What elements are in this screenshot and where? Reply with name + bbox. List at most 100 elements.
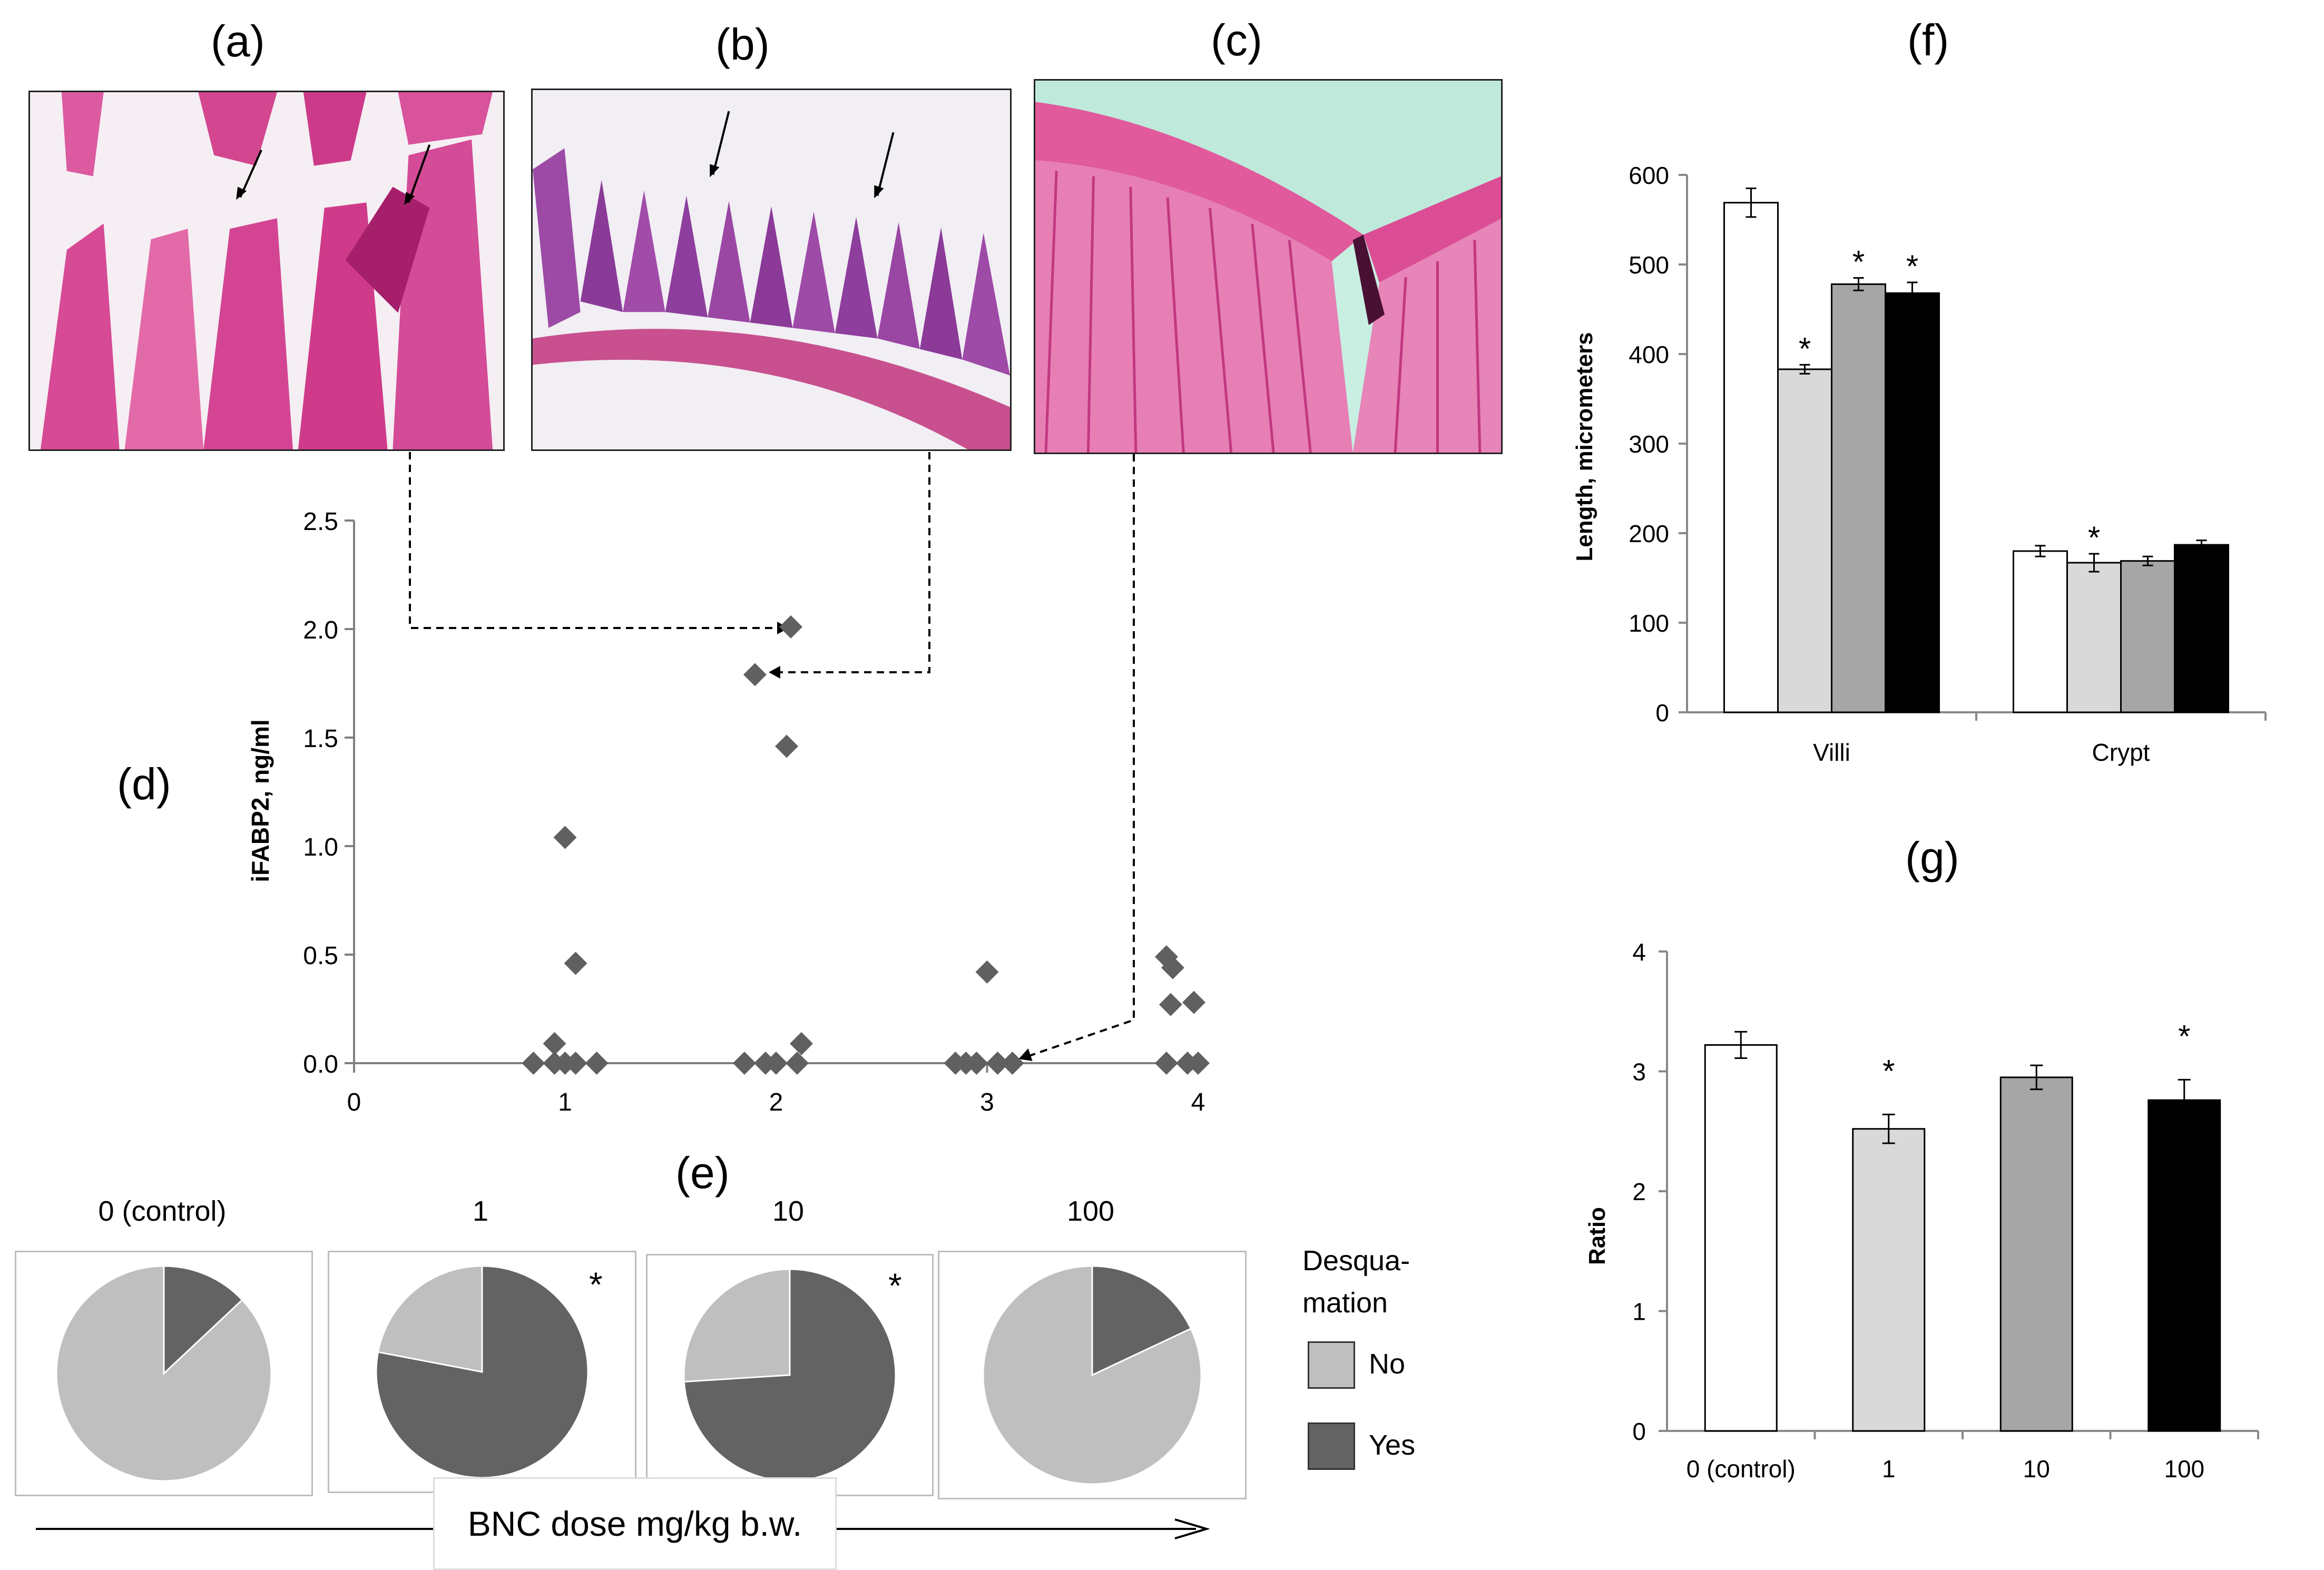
scatter-point xyxy=(585,1052,609,1075)
significance-star-f: * xyxy=(1906,249,1918,284)
x-tick-label-f: Villi xyxy=(1813,739,1850,766)
micrograph-c-drawing xyxy=(1035,81,1501,453)
bar-g xyxy=(1852,1128,1926,1432)
dashed-connectors xyxy=(409,452,1135,1061)
pie-slice-yes xyxy=(683,1268,897,1482)
pie-star-1: * xyxy=(589,1265,603,1304)
scatter-point xyxy=(564,1052,587,1075)
micrograph-b xyxy=(531,89,1012,451)
y-tick-label-d: 1.5 xyxy=(303,725,338,753)
bar-g xyxy=(1704,1044,1778,1432)
x-tick-label-d: 1 xyxy=(558,1088,572,1116)
pie-box-3 xyxy=(938,1251,1247,1499)
pie-slice-yes xyxy=(1091,1265,1192,1377)
pie-box-0 xyxy=(15,1251,313,1496)
significance-star-g: * xyxy=(2178,1018,2190,1054)
connector-b xyxy=(780,452,930,673)
scatter-point xyxy=(743,663,767,686)
scatter-point xyxy=(775,734,799,758)
y-tick-label-d: 1.0 xyxy=(303,833,338,861)
scatter-chart-d: 0.0 0.5 1.0 1.5 2.0 2.5 0 1 2 3 4 iFABP2, ng/ml xyxy=(247,508,1210,1116)
scatter-point xyxy=(522,1052,545,1075)
dose-arrow xyxy=(36,1518,1210,1539)
significance-star-g: * xyxy=(1882,1053,1895,1088)
scatter-point xyxy=(965,1052,988,1075)
pie-title-1: 1 xyxy=(472,1195,489,1227)
pie-title-2: 10 xyxy=(772,1195,805,1227)
y-tick-label-g: 3 xyxy=(1632,1058,1646,1086)
scatter-point xyxy=(543,1032,566,1055)
dose-arrow-head xyxy=(1174,1518,1210,1539)
y-tick-label-f: 600 xyxy=(1629,162,1669,189)
scatter-point xyxy=(1182,990,1205,1014)
dose-axis-label: BNC dose mg/kg b.w. xyxy=(433,1477,837,1570)
scatter-point xyxy=(553,826,577,849)
legend-title-line-1: Desqua- xyxy=(1302,1245,1410,1277)
y-tick-label-g: 1 xyxy=(1632,1298,1646,1326)
scatter-point xyxy=(975,960,999,984)
bar-f-crypt xyxy=(2174,544,2229,713)
panel-label-d: (d) xyxy=(117,759,171,809)
bar-g xyxy=(1999,1076,2073,1432)
scatter-point xyxy=(1154,1052,1178,1075)
scatter-point xyxy=(564,951,587,975)
legend-swatch-yes xyxy=(1308,1422,1355,1470)
panel-label-e: (e) xyxy=(675,1148,730,1198)
bar-f-crypt xyxy=(2013,550,2068,713)
micrograph-b-drawing xyxy=(533,90,1010,449)
y-axis-label-f: Length, micrometers xyxy=(1572,332,1597,561)
y-tick-label-f: 200 xyxy=(1629,520,1669,547)
scatter-point xyxy=(732,1052,756,1075)
significance-star-f: * xyxy=(1852,244,1865,280)
micrograph-c xyxy=(1034,79,1503,454)
y-axis-label-g: Ratio xyxy=(1584,1207,1610,1265)
pie-star-2: * xyxy=(888,1266,902,1305)
connector-c-head xyxy=(1018,1048,1033,1061)
x-tick-label-g: 0 (control) xyxy=(1686,1455,1796,1483)
pie-chart-dose-10 xyxy=(683,1268,897,1482)
bar-g xyxy=(2148,1099,2221,1432)
pie-chart-dose-1 xyxy=(375,1265,589,1479)
panel-label-c: (c) xyxy=(1211,15,1262,65)
x-tick-label-d: 2 xyxy=(769,1088,783,1116)
pie-title-3: 100 xyxy=(1066,1195,1115,1227)
y-tick-label-g: 4 xyxy=(1632,938,1646,966)
x-tick-label-g: 100 xyxy=(2164,1455,2204,1483)
x-tick-label-g: 10 xyxy=(2023,1455,2050,1483)
pie-slice-yes xyxy=(375,1265,589,1479)
bar-f-villi xyxy=(1831,283,1886,713)
bar-f-villi xyxy=(1723,202,1779,713)
y-tick-label-f: 100 xyxy=(1629,610,1669,637)
scatter-point xyxy=(986,1052,1009,1075)
y-tick-label-g: 0 xyxy=(1632,1418,1646,1445)
y-tick-label-f: 0 xyxy=(1655,699,1669,727)
x-tick-label-g: 1 xyxy=(1882,1455,1896,1483)
pie-chart-dose-100 xyxy=(982,1265,1202,1485)
legend-title-line-2: mation xyxy=(1302,1287,1388,1319)
micrograph-a-drawing xyxy=(30,92,503,449)
scatter-point xyxy=(1161,956,1184,979)
scatter-point xyxy=(779,615,803,639)
bar-chart-f: 0 100 200 300 400 500 600 Length, micrometers Vi… xyxy=(1572,162,2267,766)
bar-f-crypt xyxy=(2066,562,2122,713)
y-tick-label-g: 2 xyxy=(1632,1178,1646,1205)
x-tick-label-d: 3 xyxy=(980,1088,994,1116)
scatter-point xyxy=(1001,1052,1024,1075)
y-tick-label-d: 2.0 xyxy=(303,616,338,644)
pie-box-2 xyxy=(646,1254,934,1496)
legend-label-no: No xyxy=(1369,1348,1406,1380)
significance-star-f: * xyxy=(1799,331,1811,366)
panel-label-b: (b) xyxy=(715,19,770,69)
bar-chart-g: 0 1 2 3 4 Ratio 0 (control) * 1 10 * 100 xyxy=(1584,938,2259,1483)
significance-star-f: * xyxy=(2088,520,2100,555)
panel-label-a: (a) xyxy=(211,16,265,66)
x-tick-label-d: 4 xyxy=(1191,1088,1205,1116)
legend-swatch-no xyxy=(1308,1341,1355,1389)
scatter-point xyxy=(786,1052,809,1075)
y-tick-label-d: 2.5 xyxy=(303,508,338,536)
scatter-point xyxy=(764,1052,788,1075)
scatter-point xyxy=(790,1032,813,1055)
bar-f-crypt xyxy=(2120,560,2175,713)
bar-f-villi xyxy=(1885,292,1940,713)
